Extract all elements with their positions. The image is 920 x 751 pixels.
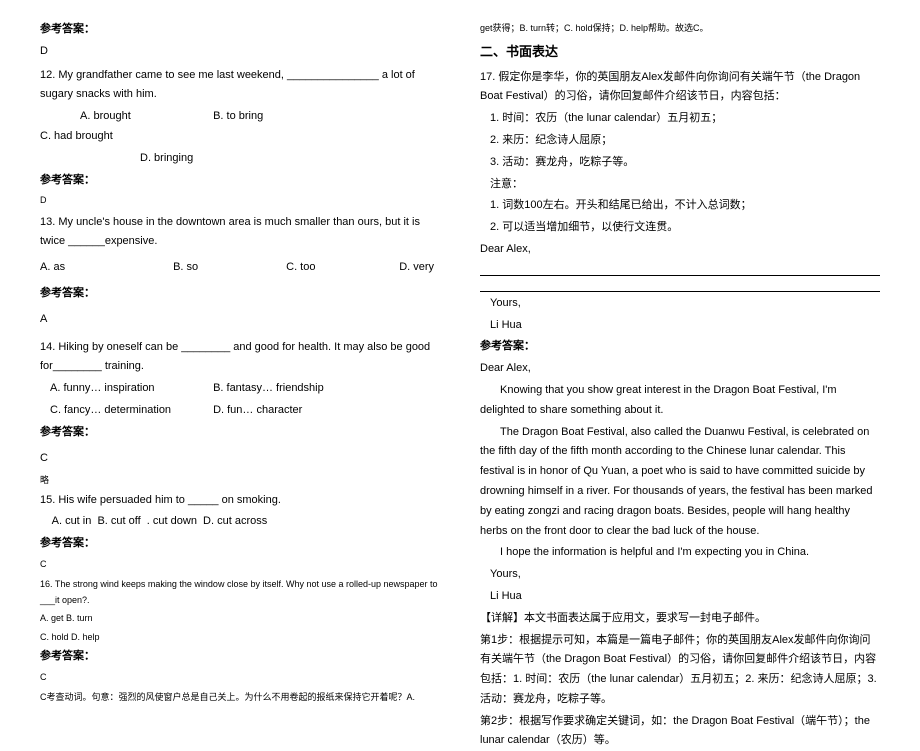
- q16-opts2: C. hold D. help: [40, 629, 440, 645]
- q15-answer-label: 参考答案：: [40, 534, 440, 554]
- q13-answer: A: [40, 310, 440, 330]
- q16-answer: C: [40, 669, 440, 685]
- q13-optD: D. very: [399, 258, 434, 278]
- q17-note1: 1. 词数100左右。开头和结尾已给出，不计入总词数；: [490, 196, 880, 216]
- q17-ans-greeting: Dear Alex,: [480, 359, 880, 379]
- q14-answer-label: 参考答案：: [40, 423, 440, 443]
- q16-answer-label: 参考答案：: [40, 647, 440, 667]
- q17-ans-closing1: Yours,: [490, 565, 880, 585]
- q14-optC: C. fancy… determination: [50, 401, 210, 421]
- q16-opts1: A. get B. turn: [40, 610, 440, 626]
- q11-answer: D: [40, 42, 440, 62]
- q12-optB: B. to bring: [213, 107, 383, 127]
- section-title: 二、书面表达: [480, 40, 880, 63]
- right-column: get获得；B. turn转；C. hold保持；D. help帮助。故选C。 …: [460, 20, 890, 631]
- q14-answer: C: [40, 449, 440, 469]
- q14-optA: A. funny… inspiration: [50, 379, 210, 399]
- q16-stem: 16. The strong wind keeps making the win…: [40, 576, 440, 608]
- q17-ans-p3: I hope the information is helpful and I'…: [480, 543, 880, 563]
- q15-answer: C: [40, 556, 440, 572]
- q16-continuation: get获得；B. turn转；C. hold保持；D. help帮助。故选C。: [480, 20, 880, 36]
- q12-options: A. brought B. to bring C. had brought: [40, 107, 440, 147]
- q17-intro: 17. 假定你是李华，你的英国朋友Alex发邮件向你询问有关端午节（the Dr…: [480, 68, 880, 108]
- q17-step2: 第2步：根据写作要求确定关键词，如：the Dragon Boat Festiv…: [480, 712, 880, 751]
- q14-note: 略: [40, 472, 440, 488]
- q14-optB: B. fantasy… friendship: [213, 379, 324, 399]
- blank-line-2: [480, 278, 880, 292]
- q17-note-label: 注意：: [490, 175, 880, 195]
- q17-ans-p2: The Dragon Boat Festival, also called th…: [480, 423, 880, 542]
- q12-answer-label: 参考答案：: [40, 171, 440, 191]
- q15-stem: 15. His wife persuaded him to _____ on s…: [40, 491, 440, 511]
- q14-stem: 14. Hiking by oneself can be ________ an…: [40, 338, 440, 378]
- q12-stem: 12. My grandfather came to see me last w…: [40, 66, 440, 106]
- q14-options-row2: C. fancy… determination D. fun… characte…: [50, 401, 440, 421]
- q17-ans-p1: Knowing that you show great interest in …: [480, 381, 880, 421]
- q16-explain: C考查动词。句意：强烈的风使窗户总是自己关上。为什么不用卷起的报纸来保持它开着呢…: [40, 689, 440, 705]
- q17-point3: 3. 活动：赛龙舟，吃粽子等。: [490, 153, 880, 173]
- q17-explain-title: 【详解】本文书面表达属于应用文，要求写一封电子邮件。: [480, 609, 880, 629]
- blank-line-1: [480, 262, 880, 276]
- left-column: 参考答案： D 12. My grandfather came to see m…: [30, 20, 460, 631]
- q17-note2: 2. 可以适当增加细节，以使行文连贯。: [490, 218, 880, 238]
- q11-answer-label: 参考答案：: [40, 20, 440, 40]
- q12-optD: D. bringing: [140, 149, 440, 169]
- q13-optC: C. too: [286, 258, 396, 278]
- q17-greeting: Dear Alex,: [480, 240, 880, 260]
- q13-optB: B. so: [173, 258, 283, 278]
- q17-ans-closing2: Li Hua: [490, 587, 880, 607]
- q14-optD: D. fun… character: [213, 401, 302, 421]
- q17-answer-label: 参考答案：: [480, 337, 880, 357]
- q13-stem: 13. My uncle's house in the downtown are…: [40, 213, 440, 253]
- q17-closing1: Yours,: [490, 294, 880, 314]
- q12-optA: A. brought: [80, 107, 210, 127]
- q13-answer-label: 参考答案：: [40, 284, 440, 304]
- q14-options-row1: A. funny… inspiration B. fantasy… friend…: [50, 379, 440, 399]
- q17-closing2: Li Hua: [490, 316, 880, 336]
- q17-step1: 第1步：根据提示可知，本篇是一篇电子邮件；你的英国朋友Alex发邮件向你询问有关…: [480, 631, 880, 710]
- q17-point1: 1. 时间：农历（the lunar calendar）五月初五；: [490, 109, 880, 129]
- q12-optC: C. had brought: [40, 127, 113, 147]
- q17-point2: 2. 来历：纪念诗人屈原；: [490, 131, 880, 151]
- q13-optA: A. as: [40, 258, 170, 278]
- q12-answer: D: [40, 192, 440, 208]
- q15-options: A. cut in B. cut off . cut down D. cut a…: [40, 512, 440, 532]
- q13-options: A. as B. so C. too D. very: [40, 258, 440, 278]
